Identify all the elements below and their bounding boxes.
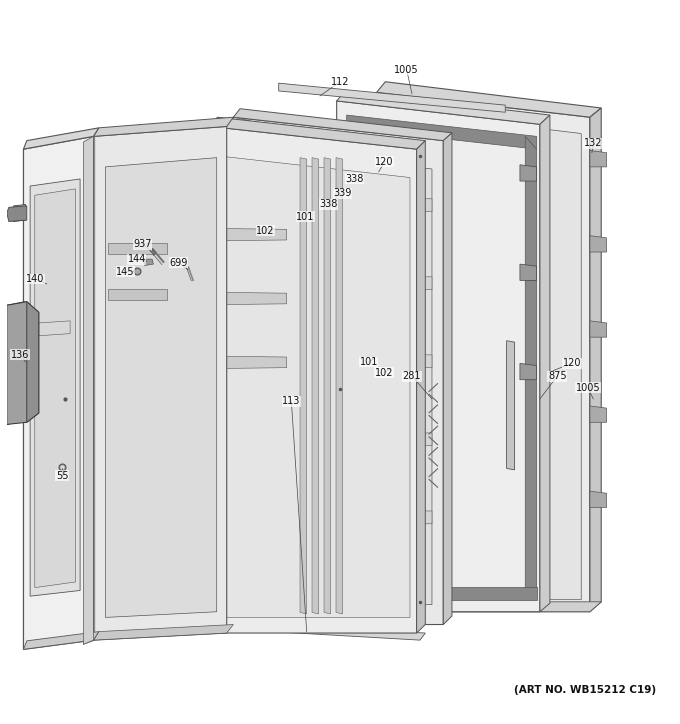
Text: 145: 145 [116, 267, 135, 277]
Polygon shape [93, 117, 233, 136]
Polygon shape [347, 587, 537, 599]
Text: 937: 937 [133, 239, 152, 249]
Polygon shape [525, 136, 537, 599]
Polygon shape [210, 621, 425, 640]
Polygon shape [84, 136, 95, 644]
Polygon shape [377, 602, 601, 612]
Polygon shape [312, 158, 319, 614]
Polygon shape [233, 117, 250, 625]
Text: 112: 112 [330, 77, 350, 87]
Text: 101: 101 [296, 211, 315, 222]
Text: 120: 120 [562, 358, 581, 369]
Text: 140: 140 [27, 274, 45, 284]
Polygon shape [590, 321, 607, 337]
Text: 136: 136 [11, 350, 29, 360]
Polygon shape [540, 115, 550, 612]
Polygon shape [300, 158, 307, 614]
Polygon shape [347, 115, 537, 149]
Polygon shape [233, 117, 443, 625]
Polygon shape [252, 275, 432, 291]
Polygon shape [520, 363, 537, 379]
Text: 102: 102 [256, 226, 275, 236]
Text: 1005: 1005 [394, 64, 419, 75]
Polygon shape [143, 259, 154, 266]
Polygon shape [520, 264, 537, 280]
Polygon shape [590, 491, 607, 508]
Polygon shape [108, 243, 167, 254]
Polygon shape [23, 631, 99, 649]
Text: 339: 339 [333, 188, 352, 198]
Polygon shape [324, 158, 330, 614]
Text: 338: 338 [320, 200, 338, 209]
Polygon shape [35, 189, 75, 588]
Text: 1005: 1005 [575, 382, 600, 392]
Polygon shape [226, 292, 287, 305]
Polygon shape [27, 302, 39, 422]
Polygon shape [590, 151, 607, 167]
Polygon shape [443, 132, 452, 625]
Polygon shape [93, 625, 233, 640]
Polygon shape [233, 109, 452, 140]
Polygon shape [226, 229, 287, 240]
Polygon shape [337, 101, 540, 612]
Polygon shape [7, 302, 25, 424]
Polygon shape [14, 204, 25, 222]
Polygon shape [377, 93, 590, 612]
Text: 102: 102 [375, 368, 393, 378]
Polygon shape [507, 341, 515, 470]
Polygon shape [417, 140, 425, 633]
Polygon shape [337, 91, 550, 125]
Polygon shape [252, 432, 432, 447]
Text: 281: 281 [403, 371, 421, 382]
Polygon shape [39, 321, 70, 336]
Text: 55: 55 [56, 471, 69, 481]
Polygon shape [210, 127, 417, 633]
Polygon shape [105, 158, 217, 618]
Text: 101: 101 [360, 357, 378, 367]
Text: 144: 144 [128, 254, 146, 264]
Polygon shape [152, 248, 156, 256]
Polygon shape [279, 83, 505, 112]
Text: 338: 338 [345, 174, 364, 184]
Text: 875: 875 [548, 371, 566, 382]
Polygon shape [388, 110, 581, 599]
Text: (ART NO. WB15212 C19): (ART NO. WB15212 C19) [514, 685, 657, 695]
Text: 699: 699 [169, 258, 188, 268]
Polygon shape [252, 510, 432, 525]
Text: 113: 113 [282, 396, 301, 406]
Polygon shape [226, 356, 287, 369]
Polygon shape [7, 206, 27, 222]
Polygon shape [108, 289, 167, 300]
Text: 132: 132 [584, 138, 602, 148]
Polygon shape [7, 302, 39, 424]
Polygon shape [222, 156, 410, 618]
Polygon shape [23, 128, 99, 149]
Polygon shape [336, 158, 343, 614]
Polygon shape [590, 236, 607, 252]
Polygon shape [210, 117, 425, 149]
Polygon shape [30, 179, 80, 596]
Text: 120: 120 [375, 157, 394, 167]
Polygon shape [520, 165, 537, 181]
Polygon shape [84, 136, 93, 644]
Polygon shape [252, 148, 432, 605]
Polygon shape [377, 82, 601, 117]
Polygon shape [252, 198, 432, 213]
Polygon shape [23, 136, 93, 649]
Polygon shape [252, 353, 432, 369]
Polygon shape [590, 108, 601, 612]
Polygon shape [590, 406, 607, 422]
Polygon shape [93, 127, 226, 640]
